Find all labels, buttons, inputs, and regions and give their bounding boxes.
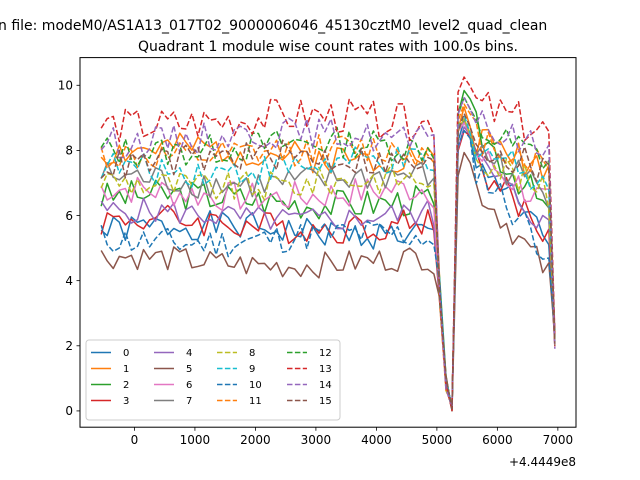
y-tick-label: 8 xyxy=(65,144,73,158)
series-line-6 xyxy=(100,122,556,408)
figure-suptitle: n file: modeM0/AS1A13_017T02_9000006046_… xyxy=(0,18,547,34)
x-axis: 0 1000 2000 3000 4000 5000 6000 7000 xyxy=(131,427,574,447)
chart-title: Quadrant 1 module wise count rates with … xyxy=(138,39,518,55)
x-tick-label: 0 xyxy=(131,433,139,447)
x-tick-label: 3000 xyxy=(301,433,332,447)
x-tick-label: 1000 xyxy=(180,433,211,447)
x-tick-label: 6000 xyxy=(482,433,513,447)
series-line-7 xyxy=(100,118,556,410)
y-tick-label: 0 xyxy=(65,404,73,418)
series-line-11 xyxy=(100,103,556,407)
series-line-10 xyxy=(100,129,556,411)
legend-label-6: 6 xyxy=(186,380,192,391)
y-tick-label: 4 xyxy=(65,274,73,288)
plot-area-frame xyxy=(79,57,577,428)
series-line-5 xyxy=(100,151,556,412)
series-line-9 xyxy=(100,114,556,409)
series-line-12 xyxy=(100,96,556,409)
legend-label-1: 1 xyxy=(123,364,129,375)
series-line-14 xyxy=(100,97,556,408)
y-tick-label: 10 xyxy=(58,79,73,93)
x-tick-label: 7000 xyxy=(543,433,574,447)
legend-label-3: 3 xyxy=(123,396,129,407)
legend-label-8: 8 xyxy=(249,348,255,359)
series-layer xyxy=(100,76,556,412)
legend-label-13: 13 xyxy=(319,364,332,375)
legend-label-11: 11 xyxy=(249,396,262,407)
series-line-13 xyxy=(100,76,556,412)
y-tick-label: 6 xyxy=(65,209,73,223)
legend-label-9: 9 xyxy=(249,364,255,375)
legend-label-2: 2 xyxy=(123,380,129,391)
legend-label-0: 0 xyxy=(123,348,129,359)
y-axis: 0 2 4 6 8 10 xyxy=(58,79,80,418)
legend-frame xyxy=(85,339,341,421)
series-line-15 xyxy=(100,112,556,410)
series-line-4 xyxy=(100,126,556,410)
x-tick-label: 5000 xyxy=(422,433,453,447)
legend-label-10: 10 xyxy=(249,380,262,391)
y-tick-label: 2 xyxy=(65,339,73,353)
series-line-0 xyxy=(100,120,556,407)
legend-label-4: 4 xyxy=(186,348,192,359)
x-tick-label: 2000 xyxy=(240,433,271,447)
legend-label-7: 7 xyxy=(186,396,192,407)
legend-label-15: 15 xyxy=(319,396,332,407)
series-line-8 xyxy=(100,117,556,406)
x-tick-label: 4000 xyxy=(361,433,392,447)
legend-label-12: 12 xyxy=(319,348,332,359)
legend-label-5: 5 xyxy=(186,364,192,375)
x-axis-offset-label: +4.4449e8 xyxy=(509,455,576,469)
legend-label-14: 14 xyxy=(319,380,332,391)
